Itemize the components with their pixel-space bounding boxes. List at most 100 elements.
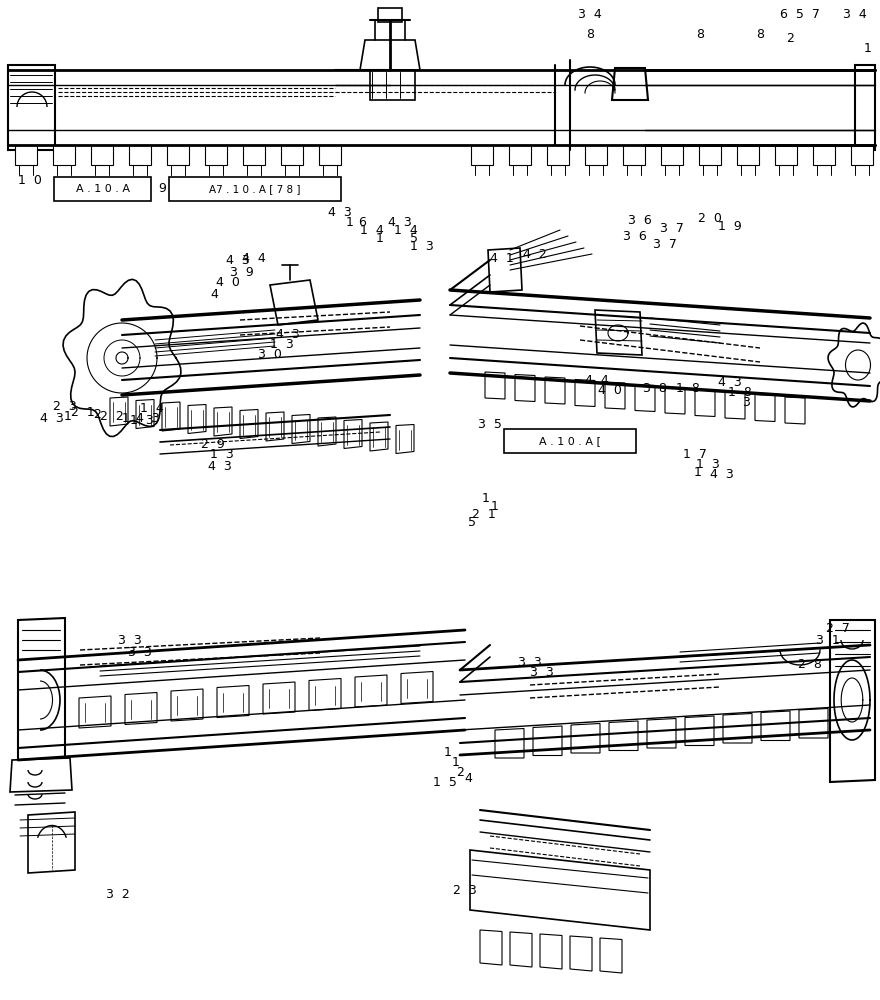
Text: 8: 8 bbox=[586, 28, 594, 41]
Text: 2: 2 bbox=[456, 766, 464, 778]
Polygon shape bbox=[110, 397, 128, 426]
Text: 1  8: 1 8 bbox=[728, 385, 752, 398]
Text: 2  2: 2 2 bbox=[100, 410, 124, 422]
Text: 3: 3 bbox=[742, 395, 750, 408]
Text: 3  9: 3 9 bbox=[231, 265, 253, 278]
Polygon shape bbox=[480, 930, 502, 965]
Text: 1  9: 1 9 bbox=[718, 220, 742, 232]
Text: 1  7: 1 7 bbox=[683, 448, 707, 462]
Polygon shape bbox=[699, 145, 721, 165]
Text: 2  7: 2 7 bbox=[826, 621, 850, 635]
Text: 4  4: 4 4 bbox=[585, 373, 609, 386]
Text: 3  1: 3 1 bbox=[816, 634, 840, 647]
Polygon shape bbox=[533, 726, 562, 756]
Text: 1: 1 bbox=[444, 746, 452, 758]
Polygon shape bbox=[488, 248, 522, 292]
Polygon shape bbox=[401, 672, 433, 704]
Text: 1: 1 bbox=[694, 466, 702, 479]
Text: 3  4: 3 4 bbox=[578, 8, 602, 21]
Polygon shape bbox=[270, 280, 318, 325]
Polygon shape bbox=[28, 812, 75, 873]
Polygon shape bbox=[292, 414, 310, 444]
Text: 3  3: 3 3 bbox=[118, 634, 142, 647]
Polygon shape bbox=[775, 145, 797, 165]
Text: 4: 4 bbox=[210, 288, 218, 300]
Text: 3  0: 3 0 bbox=[258, 349, 282, 361]
Polygon shape bbox=[281, 145, 303, 165]
Polygon shape bbox=[547, 145, 569, 165]
Text: 4  2: 4 2 bbox=[523, 248, 546, 261]
Text: 4  3: 4 3 bbox=[388, 216, 412, 229]
FancyBboxPatch shape bbox=[54, 177, 151, 201]
Text: 1  3: 1 3 bbox=[210, 448, 234, 462]
Text: 3  4: 3 4 bbox=[843, 8, 867, 21]
Polygon shape bbox=[162, 402, 180, 431]
Polygon shape bbox=[761, 711, 790, 740]
Text: 1  8: 1 8 bbox=[676, 381, 700, 394]
Text: 1  5: 1 5 bbox=[433, 776, 457, 788]
Text: 4  3: 4 3 bbox=[710, 468, 734, 482]
Polygon shape bbox=[755, 394, 775, 422]
Polygon shape bbox=[515, 374, 535, 401]
Text: 1: 1 bbox=[452, 756, 460, 768]
Polygon shape bbox=[725, 392, 745, 419]
Text: 2  1: 2 1 bbox=[473, 508, 495, 520]
Polygon shape bbox=[799, 708, 828, 738]
Polygon shape bbox=[263, 682, 295, 714]
Text: 4  1: 4 1 bbox=[490, 251, 514, 264]
Polygon shape bbox=[585, 145, 607, 165]
Text: 8: 8 bbox=[756, 28, 764, 41]
Text: 1  3: 1 3 bbox=[270, 338, 294, 352]
Text: 6: 6 bbox=[358, 216, 366, 229]
Polygon shape bbox=[830, 620, 875, 782]
Text: 4  0: 4 0 bbox=[216, 276, 240, 290]
Text: 4  3: 4 3 bbox=[276, 328, 300, 342]
Text: 3  7: 3 7 bbox=[653, 237, 677, 250]
Polygon shape bbox=[665, 387, 685, 414]
Polygon shape bbox=[470, 850, 650, 930]
FancyBboxPatch shape bbox=[169, 177, 341, 201]
Text: 8: 8 bbox=[696, 28, 704, 41]
Polygon shape bbox=[125, 692, 157, 724]
Text: 1: 1 bbox=[491, 499, 499, 512]
Polygon shape bbox=[171, 689, 203, 721]
FancyBboxPatch shape bbox=[504, 429, 636, 453]
Text: 1  0: 1 0 bbox=[18, 174, 42, 186]
Text: 2  8: 2 8 bbox=[798, 658, 822, 672]
Polygon shape bbox=[188, 404, 206, 434]
Text: 1  3: 1 3 bbox=[410, 239, 434, 252]
Text: 1: 1 bbox=[64, 410, 72, 422]
Polygon shape bbox=[600, 938, 622, 973]
Text: 3  7: 3 7 bbox=[660, 222, 684, 234]
Polygon shape bbox=[318, 417, 336, 446]
Polygon shape bbox=[685, 716, 714, 746]
Text: 2  1: 2 1 bbox=[71, 406, 95, 420]
Text: 1: 1 bbox=[864, 41, 872, 54]
Polygon shape bbox=[214, 407, 232, 436]
Text: 4  3: 4 3 bbox=[40, 412, 64, 424]
Polygon shape bbox=[319, 145, 341, 165]
Text: 1  4: 1 4 bbox=[394, 224, 418, 236]
Polygon shape bbox=[344, 420, 362, 448]
Text: A . 1 0 . A [: A . 1 0 . A [ bbox=[539, 436, 601, 446]
Text: 3  2: 3 2 bbox=[106, 888, 130, 902]
Text: 4  3: 4 3 bbox=[328, 207, 352, 220]
Polygon shape bbox=[471, 145, 493, 165]
Text: 2  0: 2 0 bbox=[698, 212, 722, 225]
Polygon shape bbox=[723, 714, 752, 743]
Text: 1  3: 1 3 bbox=[130, 414, 154, 426]
Polygon shape bbox=[15, 145, 37, 165]
Polygon shape bbox=[595, 310, 642, 355]
Text: 4: 4 bbox=[464, 772, 472, 784]
Polygon shape bbox=[136, 399, 154, 428]
Text: 3  6: 3 6 bbox=[628, 214, 652, 227]
Text: 4  4: 4 4 bbox=[242, 251, 266, 264]
Text: 4  3: 4 3 bbox=[136, 412, 160, 424]
Text: 1: 1 bbox=[482, 491, 490, 504]
Polygon shape bbox=[243, 145, 265, 165]
Text: 1  4: 1 4 bbox=[140, 401, 164, 414]
Polygon shape bbox=[575, 379, 595, 406]
Polygon shape bbox=[623, 145, 645, 165]
Polygon shape bbox=[635, 384, 655, 412]
Text: 3  8: 3 8 bbox=[643, 381, 667, 394]
